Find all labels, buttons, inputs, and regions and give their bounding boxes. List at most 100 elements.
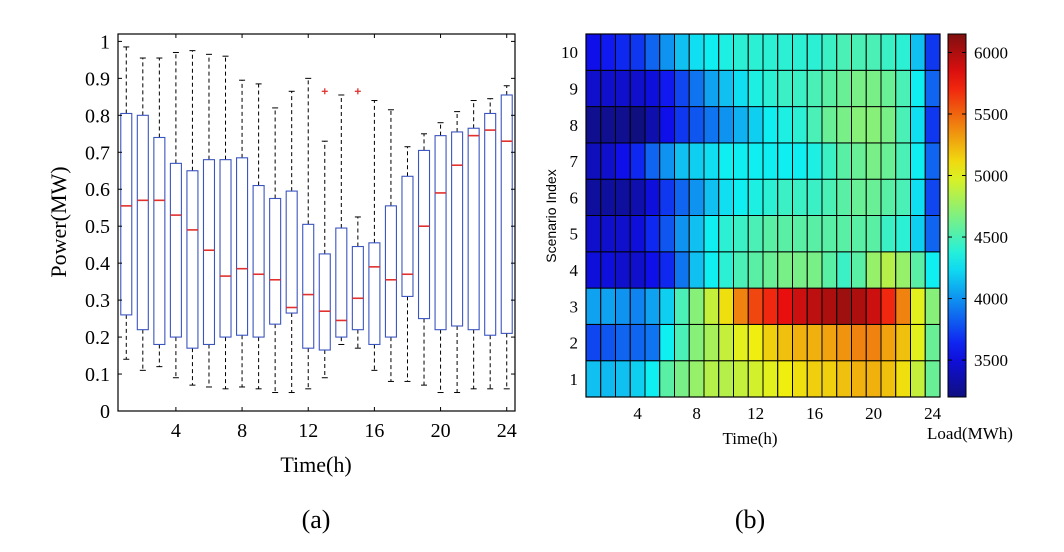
heatmap-cell-s9-h9 — [703, 69, 720, 108]
heatmap-cell-s1-h11 — [733, 360, 749, 398]
heatmap-cell-s7-h3 — [615, 142, 631, 180]
heatmap-x-tick-label: 16 — [806, 404, 823, 423]
heatmap-cell-s1-h2 — [600, 360, 616, 398]
heatmap-cell-s10-h16 — [806, 33, 823, 71]
heatmap-cell-s6-h7 — [674, 178, 690, 216]
heatmap-cell-s1-h12 — [747, 360, 764, 398]
heatmap-cell-s7-h2 — [600, 142, 616, 180]
heatmap-cell-s8-h10 — [718, 106, 734, 144]
heatmap-y-axis-label: Scenario Index — [543, 169, 559, 262]
heatmap-cell-s4-h17 — [821, 251, 838, 289]
heatmap-cell-s9-h15 — [792, 69, 808, 108]
heatmap-cell-s8-h1 — [585, 106, 602, 144]
heatmap-cell-s8-h11 — [733, 106, 749, 144]
heatmap-cell-s5-h13 — [762, 215, 779, 253]
x-tick-label: 12 — [298, 420, 318, 442]
box-8 — [236, 79, 249, 388]
heatmap-cell-s10-h18 — [836, 33, 852, 71]
heatmap-cell-s1-h5 — [644, 360, 661, 398]
heatmap-cell-s9-h4 — [629, 69, 646, 108]
heatmap-cell-s8-h18 — [836, 106, 852, 144]
heatmap-cell-s2-h6 — [659, 323, 675, 362]
box-20 — [434, 122, 447, 394]
box-14 — [335, 94, 348, 345]
heatmap-cell-s7-h18 — [836, 142, 852, 180]
heatmap-cell-s2-h18 — [836, 323, 852, 362]
heatmap-cell-s2-h23 — [910, 323, 926, 362]
heatmap-cell-s10-h17 — [821, 33, 838, 71]
heatmap-x-tick-label: 4 — [633, 404, 642, 423]
heatmap-cell-s6-h17 — [821, 178, 838, 216]
heatmap-cell-s10-h7 — [674, 33, 690, 71]
heatmap-cell-s8-h6 — [659, 106, 675, 144]
box-2 — [136, 57, 149, 371]
heatmap-cell-s10-h20 — [865, 33, 882, 71]
iqr-box — [302, 223, 315, 349]
y-tick-label: 0.2 — [85, 327, 110, 349]
heatmap-cell-s5-h1 — [585, 215, 602, 253]
iqr-box — [252, 184, 265, 338]
heatmap-cell-s8-h7 — [674, 106, 690, 144]
heatmap-cell-s8-h16 — [806, 106, 823, 144]
heatmap-cell-s3-h2 — [600, 287, 616, 325]
iqr-box — [384, 205, 397, 338]
heatmap-cell-s3-h3 — [615, 287, 631, 325]
heatmap-cell-s5-h3 — [615, 215, 631, 253]
heatmap-cell-s5-h20 — [865, 215, 882, 253]
heatmap-cell-s8-h8 — [688, 106, 705, 144]
heatmap-cell-s6-h3 — [615, 178, 631, 216]
heatmap-cell-s6-h11 — [733, 178, 749, 216]
heatmap-cell-s3-h22 — [895, 287, 911, 325]
heatmap-cell-s4-h23 — [910, 251, 926, 289]
heatmap-cell-s10-h11 — [733, 33, 749, 71]
heatmap-cell-s7-h11 — [733, 142, 749, 180]
heatmap-y-tick-label: 7 — [570, 152, 579, 171]
iqr-box — [269, 197, 282, 325]
heatmap-cell-s2-h4 — [629, 323, 646, 362]
heatmap-cell-s4-h22 — [895, 251, 911, 289]
heatmap-y-tick-label: 4 — [570, 261, 579, 280]
heatmap-y-tick-label: 5 — [570, 225, 579, 244]
heatmap-cell-s9-h11 — [733, 69, 749, 108]
y-tick-label: 0.9 — [85, 68, 110, 90]
heatmap-cell-s6-h18 — [836, 178, 852, 216]
heatmap-cell-s9-h16 — [806, 69, 823, 108]
heatmap-cell-s10-h1 — [585, 33, 602, 71]
boxplot-ticks: 0 0.1 0.2 0.3 0.4 0.5 0.6 0.7 0.8 0.9 1 4 8 12 16 20 24 — [85, 31, 517, 442]
iqr-box — [484, 112, 497, 336]
heatmap-cell-s6-h12 — [747, 178, 764, 216]
heatmap-cell-s2-h2 — [600, 323, 616, 362]
heatmap-cell-s9-h13 — [762, 69, 779, 108]
heatmap-cell-s1-h9 — [703, 360, 720, 398]
heatmap-cell-s3-h18 — [836, 287, 852, 325]
heatmap-cell-s2-h1 — [585, 323, 602, 362]
heatmap-cell-s3-h15 — [792, 287, 808, 325]
heatmap-cell-s8-h9 — [703, 106, 720, 144]
heatmap-x-tick-label: 8 — [692, 404, 701, 423]
y-tick-label: 0.4 — [85, 253, 110, 275]
heatmap-cell-s9-h2 — [600, 69, 616, 108]
heatmap-cell-s7-h20 — [865, 142, 882, 180]
heatmap-cell-s5-h24 — [924, 215, 941, 253]
heatmap-cell-s3-h1 — [585, 287, 602, 325]
box-4 — [169, 51, 182, 379]
colorbar-ticks: 3500 4000 4500 5000 5500 6000 — [948, 43, 1008, 370]
heatmap-cell-s6-h21 — [880, 178, 897, 216]
heatmap-cell-s9-h7 — [674, 69, 690, 108]
heatmap-cell-s8-h19 — [851, 106, 867, 144]
box-17 — [384, 109, 397, 382]
heatmap-cell-s7-h10 — [718, 142, 734, 180]
heatmap-x-tick-label: 20 — [865, 404, 882, 423]
heatmap-cell-s8-h4 — [629, 106, 646, 144]
iqr-box — [351, 245, 364, 331]
heatmap-cell-s3-h14 — [777, 287, 793, 325]
heatmap-cell-s7-h7 — [674, 142, 690, 180]
heatmap-y-tick-label: 1 — [570, 370, 579, 389]
heatmap-cell-s10-h15 — [792, 33, 808, 71]
heatmap-cell-s9-h14 — [777, 69, 793, 108]
heatmap-cell-s10-h12 — [747, 33, 764, 71]
heatmap-x-axis-label: Time(h) — [722, 429, 777, 448]
heatmap-cell-s3-h21 — [880, 287, 897, 325]
heatmap-cell-s10-h6 — [659, 33, 675, 71]
